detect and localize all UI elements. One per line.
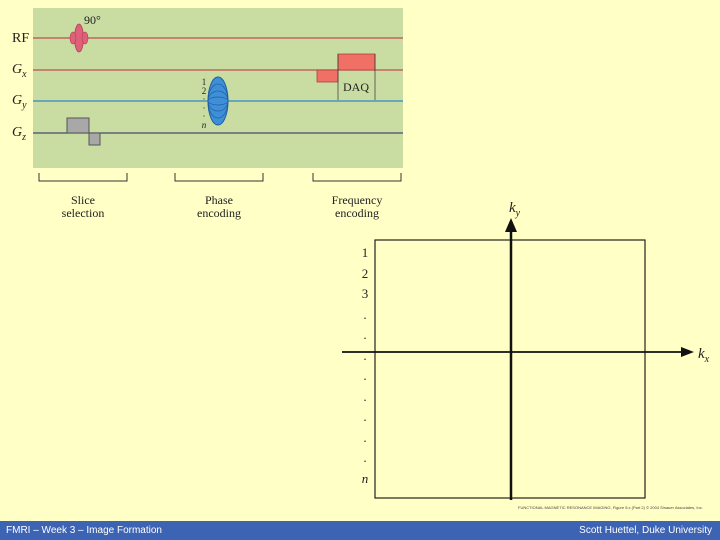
phase-step: 2 — [201, 85, 207, 96]
figure-credit: FUNCTIONAL MAGNETIC RESONANCE IMAGING, F… — [518, 505, 703, 510]
ky-arrowhead — [505, 218, 517, 232]
phase-step: · — [202, 102, 206, 113]
slice-selection-label: Slice selection — [61, 193, 105, 220]
kspace-row-labels: 1 2 3 . . . . . . . . n — [358, 243, 372, 489]
kx-arrowhead — [681, 347, 694, 357]
slice-select-gradient — [66, 117, 101, 146]
kspace-row-label: . — [363, 450, 367, 465]
kx-axis-label: kx — [698, 346, 710, 365]
kspace-row-label: 1 — [361, 245, 369, 260]
phase-encoding-bracket — [174, 173, 264, 182]
kspace-row-label: . — [363, 429, 367, 445]
footer-bar: FMRI – Week 3 – Image Formation Scott Hu… — [0, 521, 720, 540]
gy-label: Gy — [12, 93, 27, 111]
footer-course-title: FMRI – Week 3 – Image Formation — [6, 525, 162, 536]
slice-selection-bracket — [38, 173, 128, 182]
kspace-row-label: . — [363, 409, 367, 424]
gx-label: Gx — [12, 62, 27, 80]
gz-label: Gz — [12, 125, 27, 143]
phase-step: · — [202, 111, 206, 121]
kspace-row-label: 3 — [361, 286, 369, 301]
kspace-row-label: . — [363, 388, 367, 404]
footer-author: Scott Huettel, Duke University — [579, 525, 712, 536]
daq-label: DAQ — [343, 80, 369, 94]
kspace-row-label: . — [363, 368, 367, 383]
flip-angle-label: 90° — [84, 13, 101, 27]
kspace-row-label: . — [363, 306, 367, 322]
phase-step: n — [201, 119, 207, 130]
phase-encoding-label: Phase encoding — [197, 193, 241, 220]
phase-encoding-gradient — [207, 76, 229, 126]
frequency-encoding-label: Frequency encoding — [331, 193, 383, 220]
phase-step: · — [202, 94, 206, 104]
kspace-row-label: 2 — [361, 265, 369, 281]
ky-axis-label: ky — [509, 200, 521, 219]
kspace-row-label: . — [363, 327, 367, 342]
kspace-row-label: n — [361, 470, 369, 486]
phase-step: 1 — [201, 77, 207, 87]
frequency-encoding-gradient — [316, 53, 376, 100]
rf-label: RF — [12, 31, 30, 46]
phase-step-labels: 1 2 · · · n — [198, 78, 210, 129]
rf-pulse — [69, 23, 89, 53]
kspace-row-label: . — [363, 347, 367, 363]
frequency-encoding-bracket — [312, 173, 402, 182]
